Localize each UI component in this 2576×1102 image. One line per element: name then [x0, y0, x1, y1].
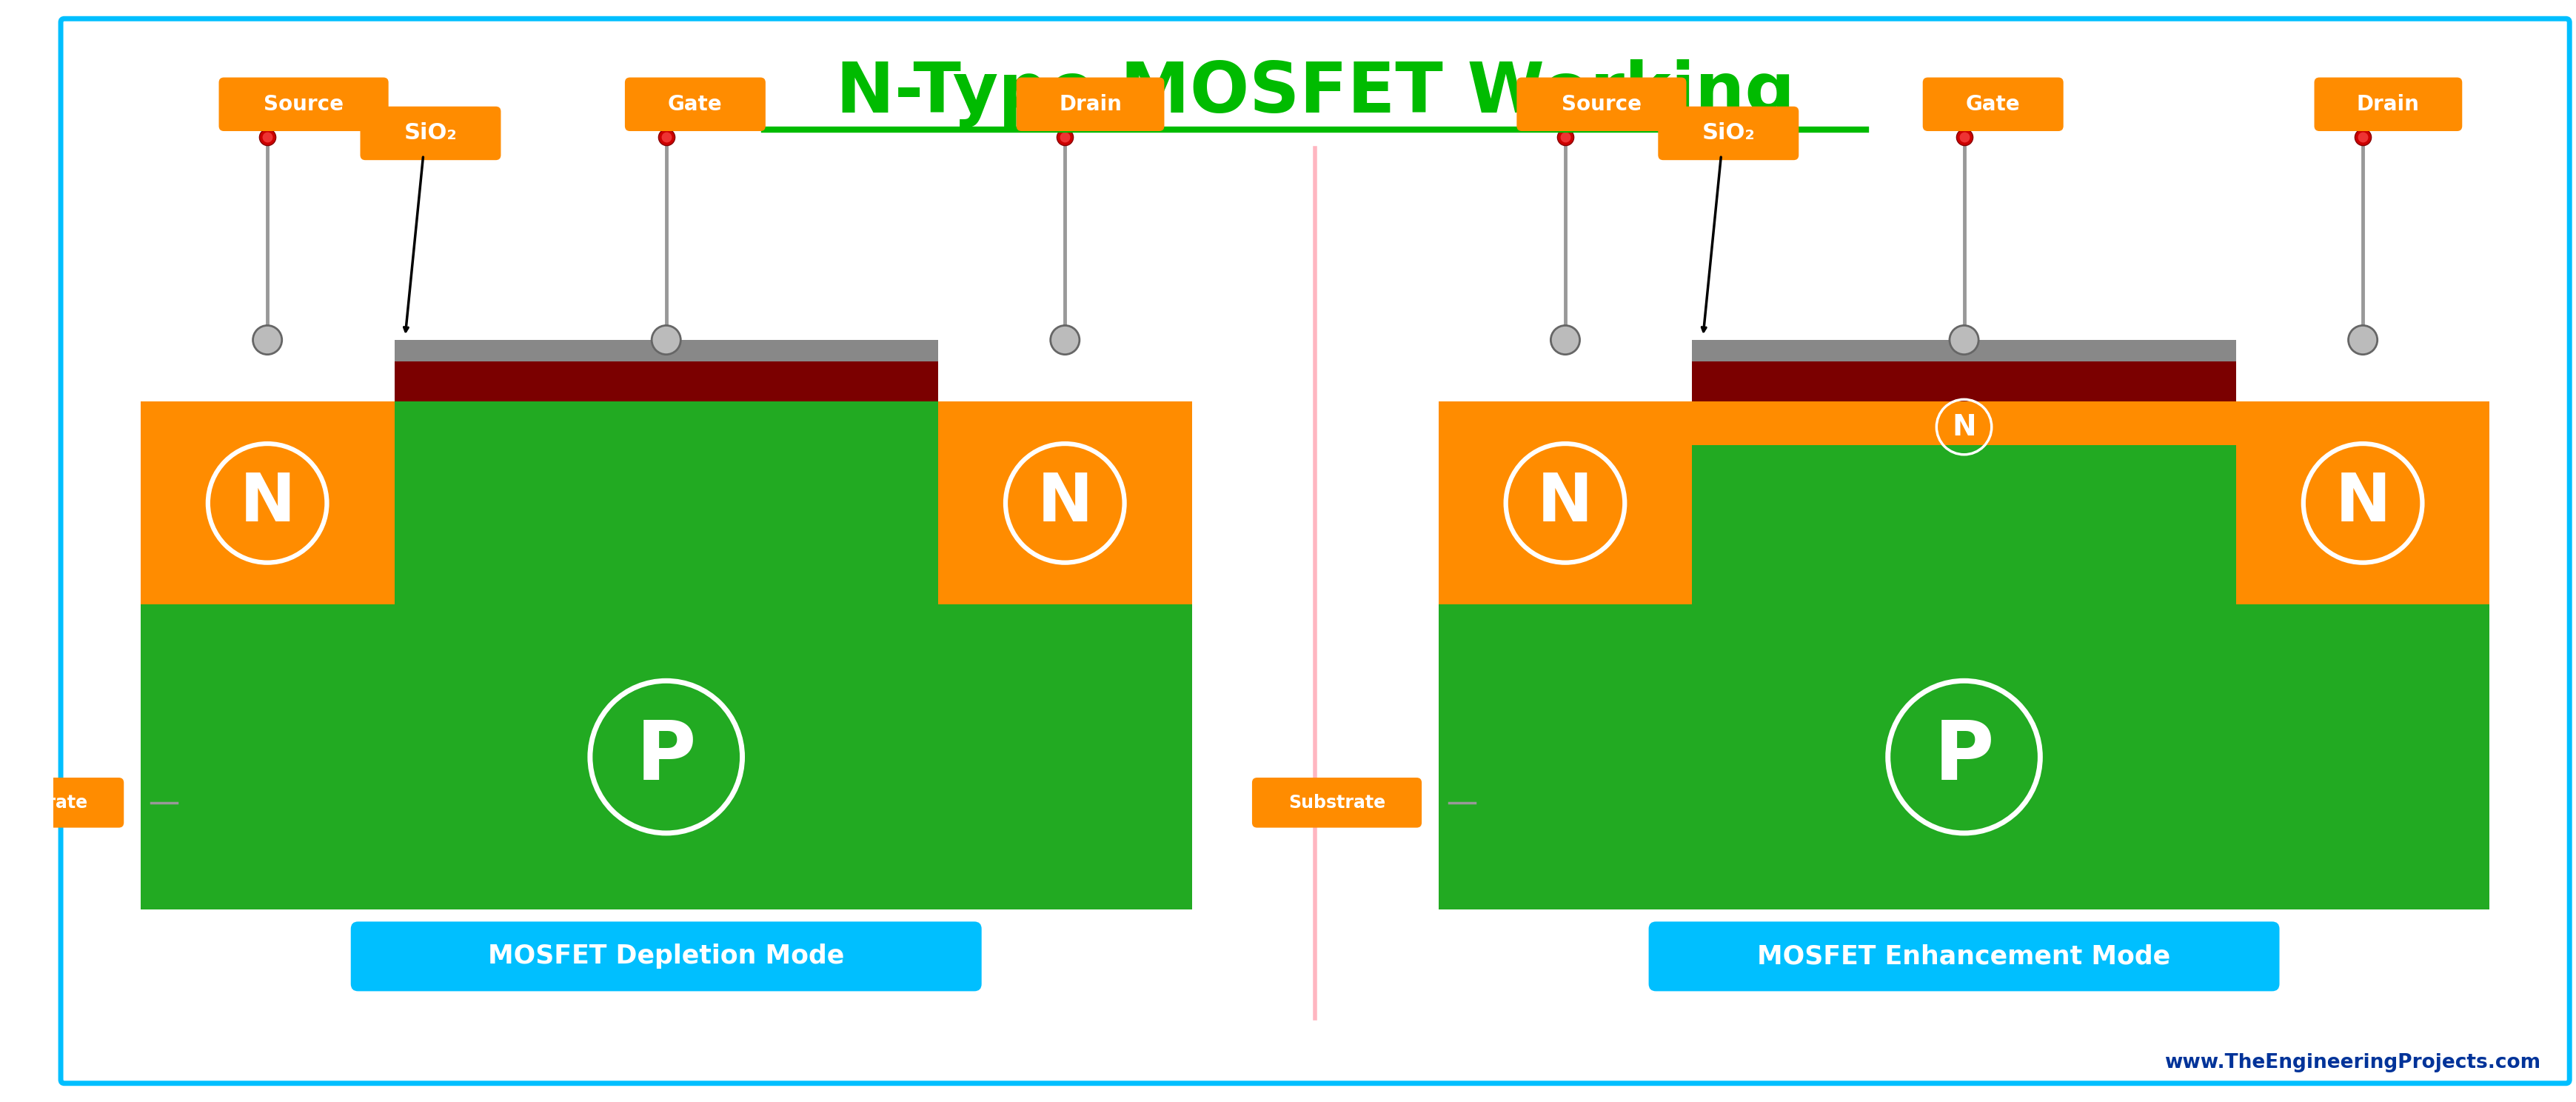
- Text: SiO₂: SiO₂: [404, 122, 456, 144]
- FancyBboxPatch shape: [361, 107, 500, 160]
- FancyBboxPatch shape: [219, 77, 389, 131]
- Text: Gate: Gate: [1965, 94, 2020, 115]
- Text: N: N: [1538, 471, 1592, 536]
- FancyBboxPatch shape: [623, 77, 765, 131]
- FancyBboxPatch shape: [1252, 778, 1422, 828]
- Bar: [394, 361, 938, 401]
- Text: N: N: [1953, 413, 1976, 441]
- Text: N-Type MOSFET Working: N-Type MOSFET Working: [835, 60, 1793, 128]
- FancyBboxPatch shape: [62, 19, 2568, 1083]
- FancyBboxPatch shape: [350, 921, 981, 991]
- Text: MOSFET Depletion Mode: MOSFET Depletion Mode: [487, 943, 845, 969]
- Text: Source: Source: [263, 94, 343, 115]
- Text: Gate: Gate: [667, 94, 721, 115]
- Text: Substrate: Substrate: [1288, 793, 1386, 811]
- Bar: [938, 401, 1193, 605]
- Circle shape: [1551, 325, 1579, 355]
- Text: N: N: [2334, 471, 2391, 536]
- Text: N: N: [1036, 471, 1092, 536]
- Bar: [1692, 339, 2236, 361]
- Text: SiO₂: SiO₂: [1700, 122, 1754, 144]
- Bar: [394, 401, 938, 605]
- Bar: [1692, 445, 2236, 605]
- FancyBboxPatch shape: [1649, 921, 2280, 991]
- Text: P: P: [636, 717, 696, 797]
- Text: Source: Source: [1561, 94, 1641, 115]
- Text: Drain: Drain: [2357, 94, 2419, 115]
- Bar: [394, 339, 938, 361]
- Bar: [142, 401, 394, 605]
- FancyBboxPatch shape: [1015, 77, 1164, 131]
- FancyBboxPatch shape: [1656, 107, 1798, 160]
- Circle shape: [1051, 325, 1079, 355]
- Text: Drain: Drain: [1059, 94, 1121, 115]
- Bar: [1437, 401, 2488, 605]
- Text: MOSFET Enhancement Mode: MOSFET Enhancement Mode: [1757, 943, 2169, 969]
- Circle shape: [252, 325, 281, 355]
- Circle shape: [652, 325, 680, 355]
- Text: N: N: [240, 471, 296, 536]
- FancyBboxPatch shape: [1922, 77, 2063, 131]
- FancyBboxPatch shape: [2313, 77, 2463, 131]
- Text: P: P: [1935, 717, 1994, 797]
- Bar: [142, 605, 1193, 909]
- Text: www.TheEngineeringProjects.com: www.TheEngineeringProjects.com: [2164, 1054, 2540, 1072]
- FancyBboxPatch shape: [0, 778, 124, 828]
- Text: Substrate: Substrate: [0, 793, 88, 811]
- Circle shape: [2347, 325, 2378, 355]
- Bar: [1437, 605, 2488, 909]
- Circle shape: [1950, 325, 1978, 355]
- Bar: [1692, 361, 2236, 401]
- FancyBboxPatch shape: [1517, 77, 1685, 131]
